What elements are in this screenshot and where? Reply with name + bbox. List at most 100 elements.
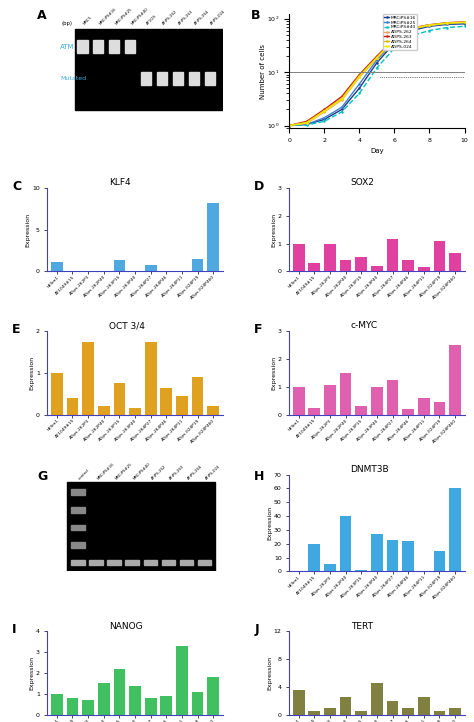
MRCiPS#16 — [392, 39, 397, 48]
ATiPS-264 — [427, 21, 432, 30]
ATiPS-263 — [286, 121, 292, 130]
ATiPS-264 — [304, 118, 310, 126]
Y-axis label: Expression: Expression — [267, 506, 273, 540]
X-axis label: Day: Day — [370, 148, 383, 155]
Text: ATiPS-264: ATiPS-264 — [194, 9, 210, 26]
Y-axis label: Expression: Expression — [29, 656, 35, 690]
Bar — [51, 373, 63, 414]
ATiPS-024 — [286, 121, 292, 130]
ATiPS-264 — [444, 19, 450, 27]
Bar — [208, 203, 219, 271]
Line: ATiPS-263: ATiPS-263 — [288, 21, 466, 127]
ATiPS-024 — [356, 72, 362, 81]
ATiPS-263 — [409, 24, 415, 32]
MRCiPS#25 — [286, 121, 292, 130]
Bar — [125, 40, 136, 53]
ATiPS-264 — [374, 53, 380, 61]
Text: 500-: 500- — [62, 76, 73, 81]
MRCiPS#16 — [304, 120, 310, 129]
Bar — [387, 701, 399, 715]
MRCiPS#16 — [286, 121, 292, 130]
MRCiPS#25 — [392, 37, 397, 45]
ATiPS-262 — [462, 18, 467, 27]
Bar — [75, 29, 223, 110]
ATiPS-262 — [286, 121, 292, 130]
Bar — [192, 377, 203, 414]
Bar — [98, 684, 109, 715]
Text: MRCiPS#25: MRCiPS#25 — [114, 462, 133, 481]
Text: ATiPS-263: ATiPS-263 — [178, 9, 195, 26]
Text: ATiPS-264: ATiPS-264 — [187, 464, 203, 481]
Text: 700-: 700- — [62, 44, 73, 49]
Text: D: D — [254, 180, 264, 193]
Y-axis label: Expression: Expression — [267, 656, 273, 690]
Bar — [340, 260, 351, 271]
Bar — [89, 560, 103, 565]
Bar — [157, 72, 167, 85]
Line: ATiPS-024: ATiPS-024 — [288, 21, 466, 127]
Bar — [418, 697, 430, 715]
Text: B: B — [251, 9, 260, 22]
Line: ATiPS-264: ATiPS-264 — [288, 21, 466, 127]
ATiPS-264 — [339, 94, 345, 103]
Text: DNMT3B: DNMT3B — [351, 465, 389, 474]
Bar — [77, 40, 88, 53]
Bar — [309, 711, 320, 715]
Bar — [293, 690, 304, 715]
ATiPS-262 — [392, 35, 397, 44]
MRCiPS#25 — [339, 103, 345, 112]
Text: G: G — [37, 470, 47, 483]
Bar — [108, 560, 121, 565]
Bar — [324, 565, 336, 571]
ATiPS-262 — [339, 96, 345, 105]
Text: MRCiPS#16: MRCiPS#16 — [99, 7, 117, 26]
Bar — [356, 258, 367, 271]
Text: ATiPS-263: ATiPS-263 — [168, 464, 185, 481]
Text: J: J — [254, 623, 259, 636]
Bar — [180, 560, 193, 565]
Text: MRCiPS#40: MRCiPS#40 — [132, 462, 151, 481]
Bar — [449, 708, 461, 715]
MRCiPS#25 — [304, 120, 310, 129]
Bar — [66, 698, 78, 715]
Bar — [371, 387, 383, 414]
Text: A: A — [37, 9, 46, 22]
ATiPS-024 — [339, 95, 345, 103]
Bar — [113, 260, 125, 271]
MRCiPS#25 — [321, 113, 327, 122]
ATiPS-024 — [304, 118, 310, 127]
Text: F: F — [254, 323, 263, 336]
Bar — [449, 488, 461, 571]
Bar — [340, 697, 351, 715]
ATiPS-262 — [356, 73, 362, 82]
Bar — [309, 544, 320, 571]
ATiPS-263 — [321, 105, 327, 114]
MRCiPS#16 — [462, 19, 467, 28]
Text: MRCiPS#40: MRCiPS#40 — [130, 7, 149, 26]
Bar — [356, 570, 367, 571]
Line: MRCiPS#40: MRCiPS#40 — [288, 25, 466, 127]
Bar — [192, 258, 203, 271]
ATiPS-262 — [321, 108, 327, 116]
MRCiPS#16 — [339, 105, 345, 114]
MRCiPS#40 — [286, 121, 292, 130]
ATiPS-263 — [356, 70, 362, 79]
ATiPS-024 — [444, 19, 450, 27]
Bar — [356, 711, 367, 715]
Bar — [51, 262, 63, 271]
Bar — [434, 240, 446, 271]
Text: ATiPS-262: ATiPS-262 — [162, 9, 179, 26]
ATiPS-264 — [321, 106, 327, 115]
Bar — [82, 342, 94, 414]
Bar — [198, 560, 211, 565]
MRCiPS#40 — [427, 26, 432, 35]
ATiPS-024 — [392, 35, 397, 44]
Bar — [402, 409, 414, 414]
Bar — [189, 72, 199, 85]
ATiPS-262 — [374, 54, 380, 63]
MRCiPS#25 — [409, 25, 415, 34]
Bar — [126, 560, 139, 565]
Text: OCT3/4: OCT3/4 — [46, 490, 65, 495]
MRCiPS#40 — [462, 22, 467, 30]
Text: Mutated: Mutated — [60, 76, 86, 81]
